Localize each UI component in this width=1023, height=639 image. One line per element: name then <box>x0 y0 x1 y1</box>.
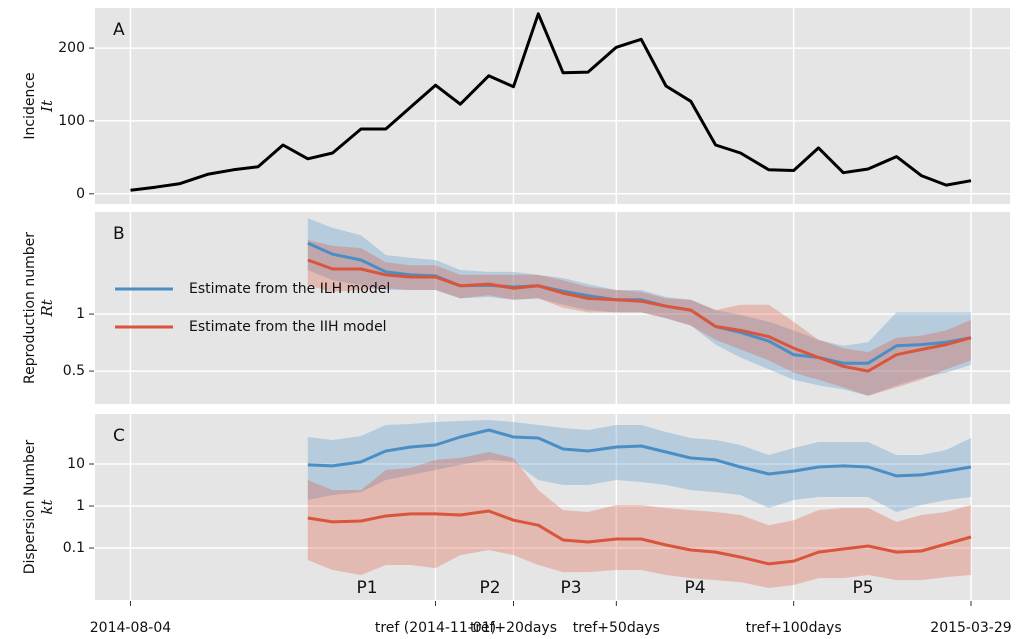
y-axis-symbol: kt <box>38 498 56 514</box>
y-tick-label: 200 <box>58 40 85 56</box>
series-line <box>307 509 972 566</box>
y-axis-label: Dispersion Number <box>22 439 38 574</box>
y-tick-label: 10 <box>67 456 85 472</box>
y-axis-label: Reproduction number <box>22 232 38 384</box>
confidence-band <box>307 420 971 512</box>
series-line <box>307 428 972 478</box>
x-tick-label: 2014-08-04 <box>90 620 171 636</box>
series-line <box>130 12 972 192</box>
panel-background <box>95 8 1010 204</box>
legend-label: Estimate from the IIH model <box>189 319 387 335</box>
period-label: P4 <box>684 578 705 598</box>
y-tick-label: 0 <box>76 186 85 202</box>
y-tick-label: 1 <box>76 498 85 514</box>
period-label: P5 <box>852 578 873 598</box>
period-label: P3 <box>560 578 581 598</box>
period-label: P2 <box>479 578 500 598</box>
x-tick-label: tref+50days <box>573 620 660 636</box>
y-axis-symbol: Rt <box>38 298 56 317</box>
panel-background <box>95 212 1010 404</box>
series-line <box>307 258 972 373</box>
period-label: P1 <box>356 578 377 598</box>
y-axis-symbol: It <box>38 99 56 113</box>
x-tick-label: tref+100days <box>746 620 842 636</box>
confidence-band <box>307 452 971 588</box>
y-tick-label: 100 <box>58 113 85 129</box>
panel-label: C <box>113 426 125 446</box>
y-tick-label: 0.1 <box>63 540 85 556</box>
y-tick-label: 0.5 <box>63 363 85 379</box>
y-axis-label: Incidence <box>22 72 38 139</box>
panel-label: B <box>113 224 125 244</box>
y-tick-label: 1 <box>76 306 85 322</box>
legend-label: Estimate from the ILH model <box>189 281 390 297</box>
x-tick-label: tref (2014-11-01) <box>375 620 496 636</box>
panel-label: A <box>113 20 125 40</box>
x-tick-label: 2015-03-29 <box>930 620 1011 636</box>
x-tick-label: tref+20days <box>470 620 557 636</box>
